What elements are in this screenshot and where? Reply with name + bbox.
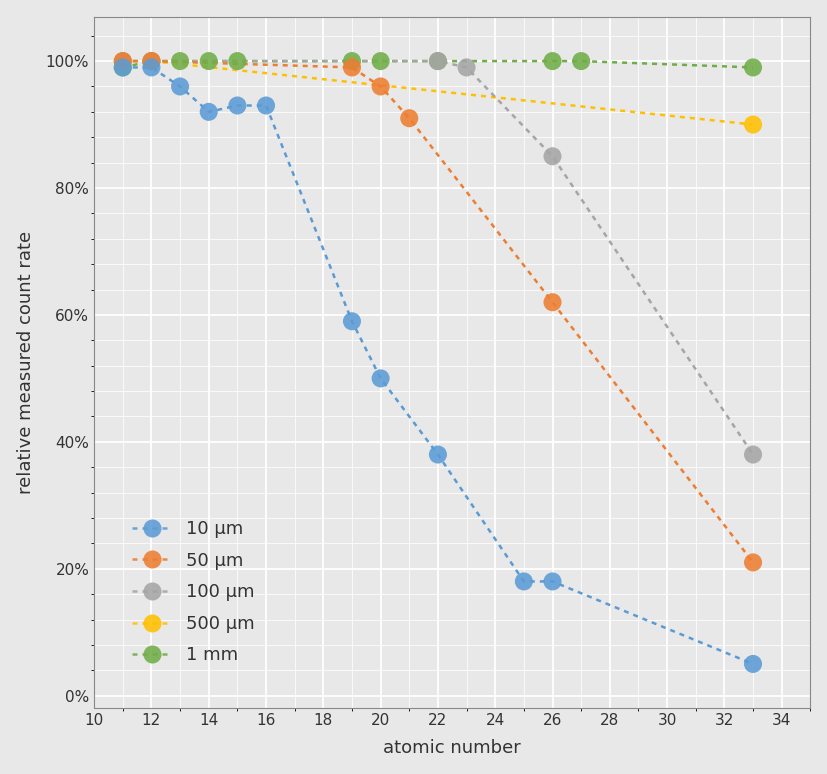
Point: [546, 55, 559, 67]
Point: [432, 448, 445, 461]
Point: [145, 61, 158, 74]
Point: [346, 61, 359, 74]
Point: [145, 55, 158, 67]
Point: [747, 658, 760, 670]
X-axis label: atomic number: atomic number: [384, 739, 521, 757]
Point: [403, 112, 416, 125]
Point: [374, 372, 387, 385]
Point: [747, 557, 760, 569]
Y-axis label: relative measured count rate: relative measured count rate: [17, 231, 35, 494]
Point: [116, 55, 129, 67]
Point: [575, 55, 588, 67]
Point: [202, 106, 215, 118]
Legend: 10 μm, 50 μm, 100 μm, 500 μm, 1 mm: 10 μm, 50 μm, 100 μm, 500 μm, 1 mm: [125, 513, 262, 672]
Point: [374, 55, 387, 67]
Point: [747, 118, 760, 131]
Point: [202, 55, 215, 67]
Point: [116, 61, 129, 74]
Point: [517, 575, 530, 587]
Point: [145, 55, 158, 67]
Point: [747, 448, 760, 461]
Point: [460, 61, 473, 74]
Point: [346, 315, 359, 327]
Point: [145, 55, 158, 67]
Point: [116, 55, 129, 67]
Point: [346, 55, 359, 67]
Point: [546, 296, 559, 308]
Point: [116, 61, 129, 74]
Point: [231, 55, 244, 67]
Point: [432, 55, 445, 67]
Point: [546, 150, 559, 163]
Point: [174, 55, 187, 67]
Point: [747, 61, 760, 74]
Point: [145, 55, 158, 67]
Point: [116, 55, 129, 67]
Point: [546, 575, 559, 587]
Point: [260, 99, 273, 111]
Point: [231, 99, 244, 111]
Point: [432, 55, 445, 67]
Point: [374, 80, 387, 93]
Point: [174, 80, 187, 93]
